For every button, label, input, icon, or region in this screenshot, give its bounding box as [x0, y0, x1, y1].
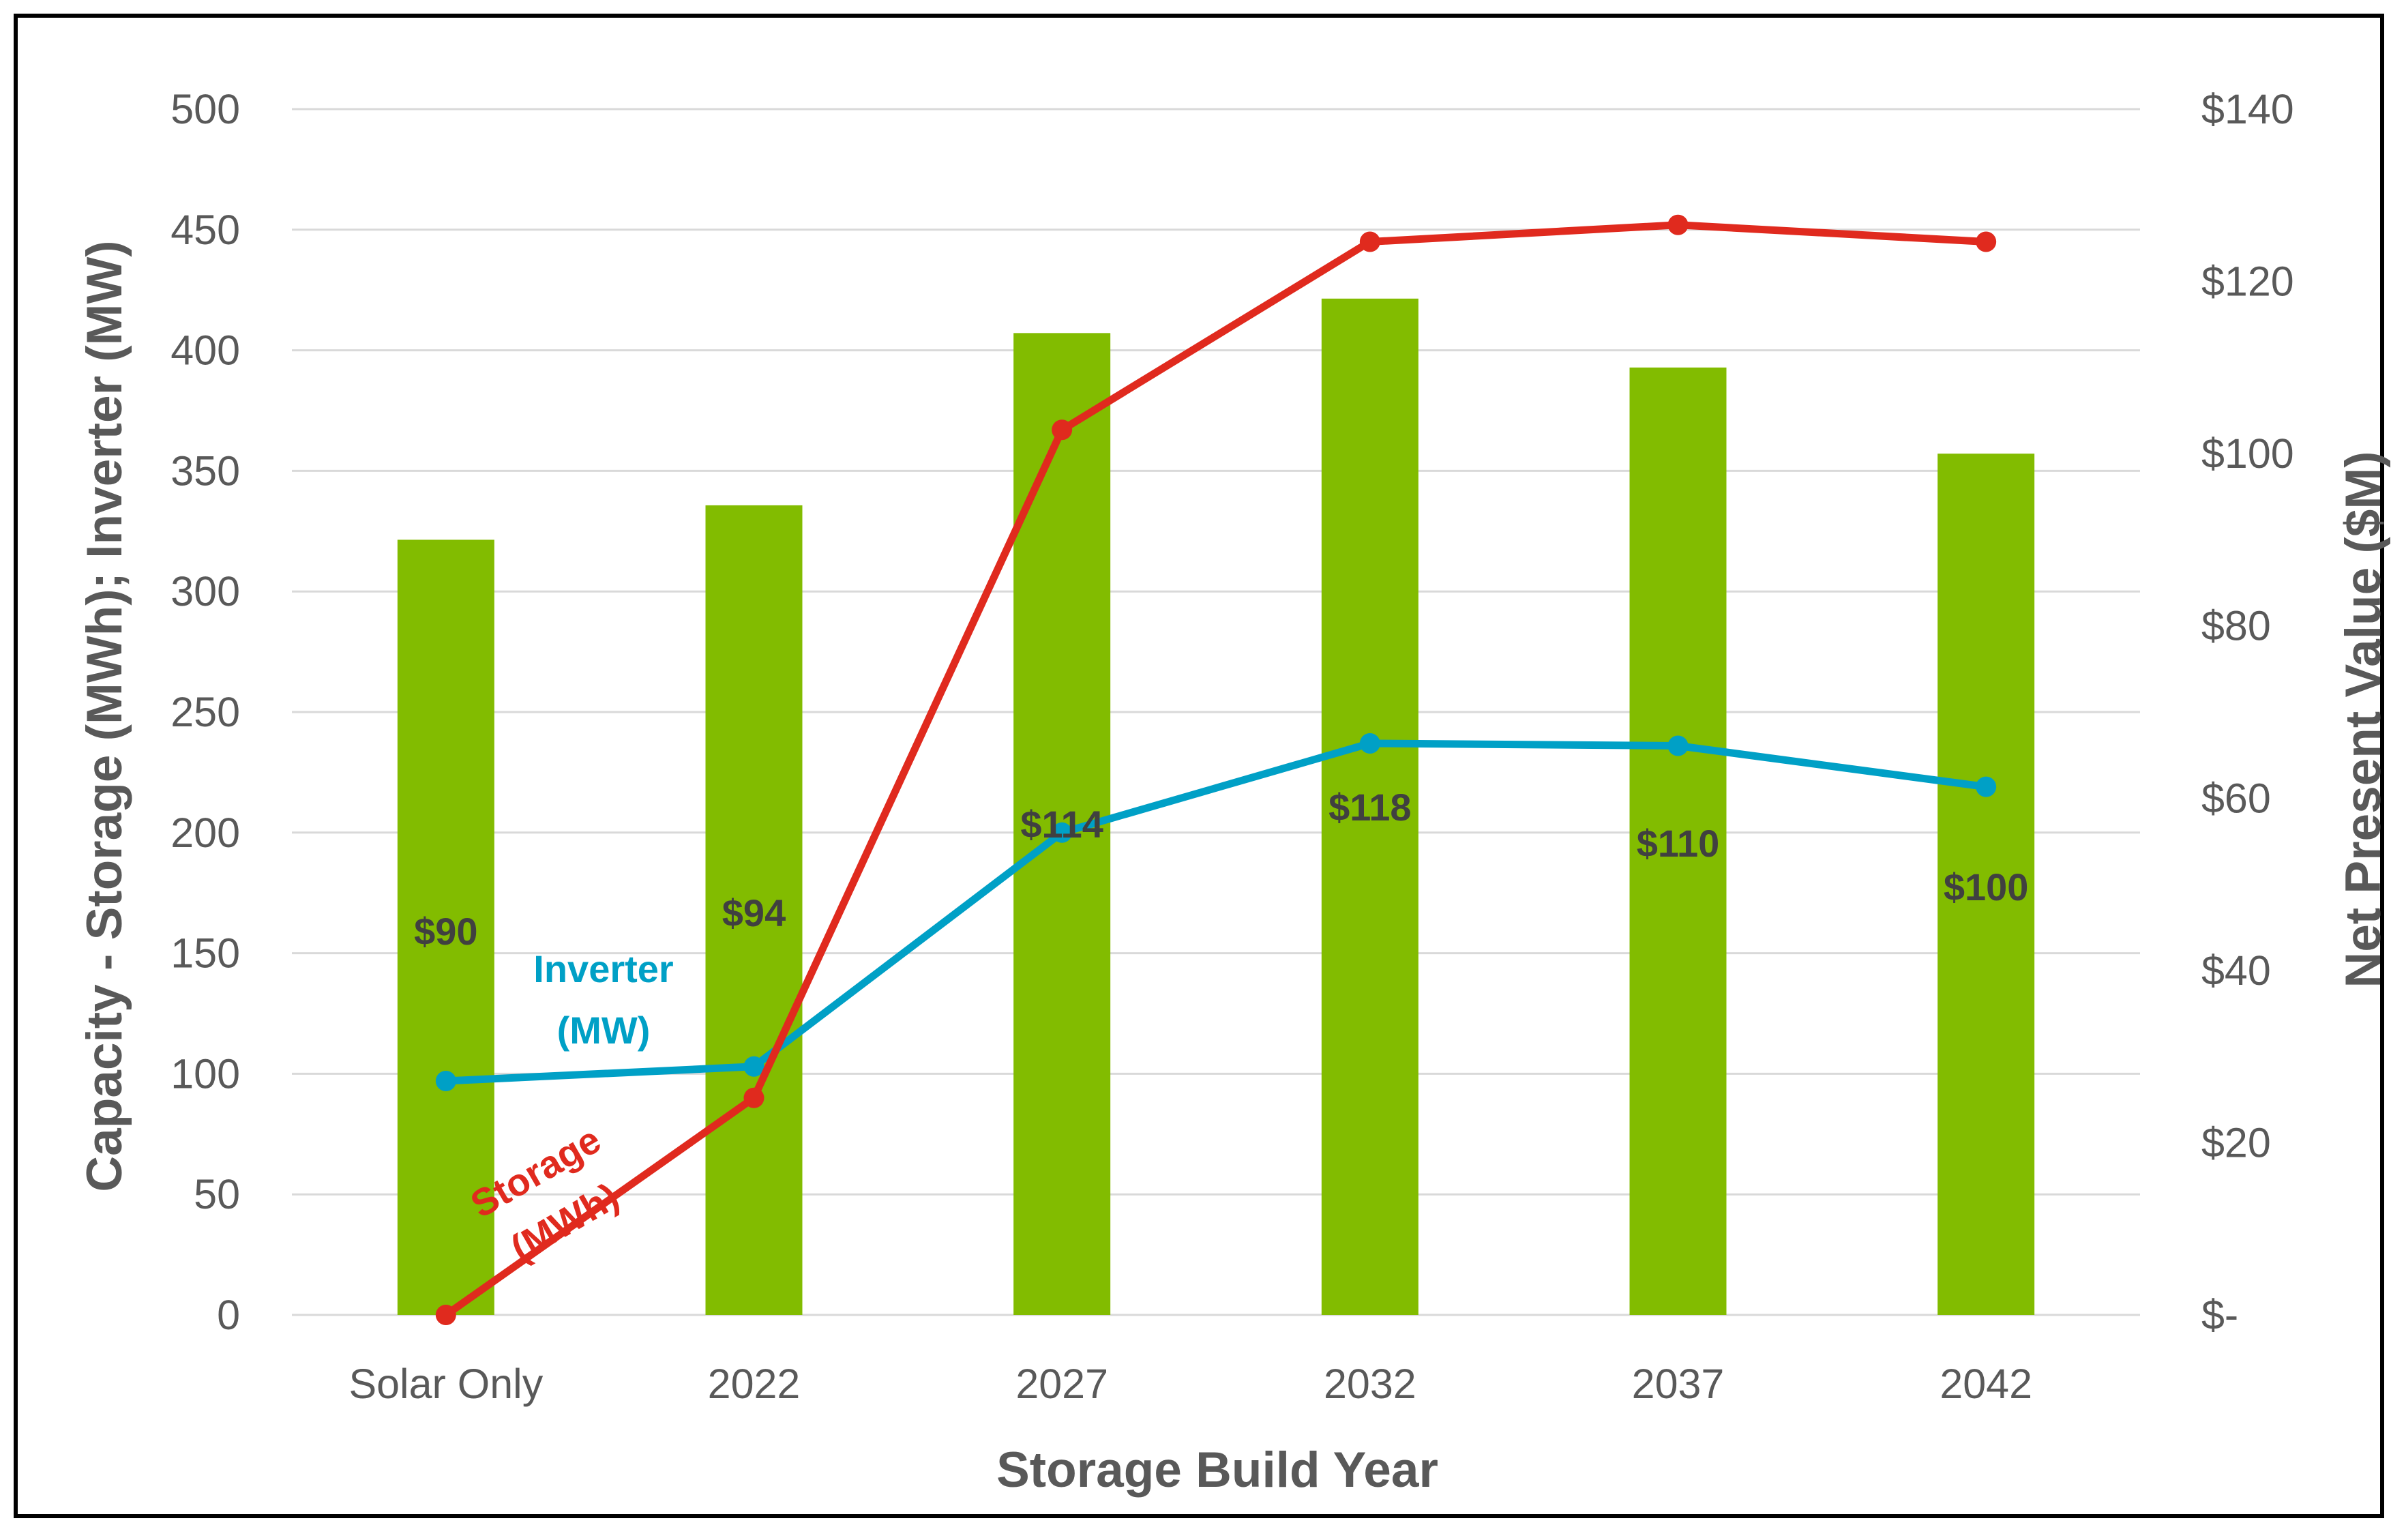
npv-data-label: $118: [1328, 786, 1412, 829]
y-tick-label: 400: [170, 327, 240, 374]
y-tick-label: 250: [170, 689, 240, 735]
bar-layer: [397, 298, 2035, 1316]
grid-layer: [292, 108, 2140, 1316]
inverter-series-label: (MW): [557, 1009, 651, 1052]
y-right-tick-label: $60: [2201, 775, 2271, 821]
inverter-point: [1359, 732, 1380, 754]
inverter-point: [1052, 822, 1073, 843]
x-tick-label: 2037: [1632, 1361, 1725, 1407]
y-tick-label: 500: [170, 86, 240, 132]
storage-point: [743, 1087, 764, 1108]
npv-bar: [1629, 367, 1727, 1315]
x-tick-label: 2022: [708, 1361, 801, 1407]
npv-bar: [397, 539, 494, 1315]
storage-point: [435, 1305, 456, 1325]
x-tick-label: 2032: [1324, 1361, 1416, 1407]
x-tick-label: 2042: [1940, 1361, 2032, 1407]
y-right-tick-label: $140: [2201, 86, 2294, 132]
npv-data-label: $110: [1637, 822, 1720, 865]
line-layer: [435, 214, 1997, 1325]
npv-data-label: $94: [722, 891, 786, 934]
y-tick-label: 150: [170, 930, 240, 977]
y-right-tick-label: $40: [2201, 947, 2271, 994]
x-tick-label: Solar Only: [348, 1361, 543, 1407]
y-tick-label: 350: [170, 447, 240, 494]
axis-layer: Storage Build Year Capacity - Storage (M…: [77, 86, 2391, 1498]
y-tick-label: 300: [170, 568, 240, 614]
y-right-tick-label: $120: [2201, 258, 2294, 305]
x-tick-label: 2027: [1015, 1361, 1108, 1407]
storage-point: [1667, 214, 1689, 235]
y-tick-label: 100: [170, 1050, 240, 1097]
y-tick-label: 0: [217, 1292, 240, 1338]
y-axis-title: Capacity - Storage (MWh); Inverter (MW): [77, 240, 132, 1191]
inverter-series-label: Inverter: [533, 947, 673, 990]
y-tick-label: 200: [170, 810, 240, 856]
y-right-tick-label: $80: [2201, 603, 2271, 649]
y-tick-label: 50: [194, 1171, 240, 1217]
y-right-tick-label: $100: [2201, 430, 2294, 477]
inverter-point: [1667, 735, 1689, 756]
storage-line: [442, 221, 1990, 1319]
npv-data-label: $114: [1020, 803, 1103, 846]
inverter-point: [743, 1056, 764, 1077]
label-layer: $90 $94$114 $118$110$100Inverter(MW)Storag…: [414, 786, 2029, 1270]
x-axis-title: Storage Build Year: [996, 1442, 1438, 1498]
inverter-point: [435, 1071, 456, 1092]
npv-bar: [1321, 298, 1419, 1315]
y-tick-label: 450: [170, 207, 240, 253]
inverter-point: [1976, 776, 1997, 797]
y-right-tick-label: $-: [2201, 1292, 2238, 1338]
y-axis-right-title: Net Present Value ($M): [2336, 451, 2391, 988]
npv-data-label: $100: [1944, 865, 2029, 908]
npv-bar: [1937, 454, 2035, 1316]
npv-bar: [705, 505, 803, 1315]
npv-data-label: $90: [414, 910, 477, 953]
storage-point: [1359, 231, 1380, 252]
storage-point: [1976, 231, 1997, 252]
y-right-tick-label: $20: [2201, 1119, 2271, 1166]
storage-point: [1052, 419, 1073, 441]
inverter-line: [442, 739, 1990, 1085]
